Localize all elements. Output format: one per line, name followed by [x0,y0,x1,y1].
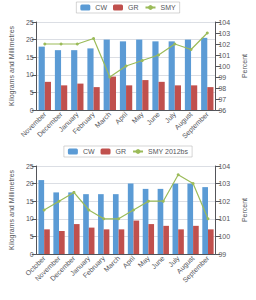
svg-text:May: May [137,254,152,269]
svg-text:98: 98 [218,85,226,92]
svg-text:103: 103 [218,180,230,187]
svg-text:101: 101 [218,52,230,59]
svg-text:25: 25 [26,19,34,26]
svg-text:July: July [166,254,181,269]
svg-text:100: 100 [218,63,230,70]
svg-text:104: 104 [218,19,230,26]
svg-text:GR: GR [128,4,139,11]
svg-text:May: May [130,110,145,125]
svg-text:97: 97 [218,96,226,103]
svg-text:102: 102 [218,41,230,48]
svg-text:February: February [71,110,97,136]
svg-text:February: February [81,254,107,280]
svg-text:100: 100 [218,233,230,240]
svg-text:0: 0 [30,107,34,114]
svg-text:CW: CW [95,4,107,11]
svg-text:Percent: Percent [241,54,248,78]
svg-text:March: March [94,110,113,129]
svg-text:GR: GR [116,148,127,155]
svg-text:10: 10 [26,215,34,222]
svg-text:20: 20 [26,180,34,187]
svg-text:15: 15 [26,198,34,205]
svg-text:August: August [173,110,194,131]
svg-text:102: 102 [218,198,230,205]
svg-text:Kilograms and Millimetres: Kilograms and Millimetres [8,169,16,250]
svg-text:SMY: SMY [160,4,176,11]
svg-text:20: 20 [26,36,34,43]
svg-text:April: April [121,254,137,270]
svg-text:December: December [36,110,64,138]
svg-text:5: 5 [30,233,34,240]
svg-text:December: December [48,254,77,283]
svg-text:September: September [181,254,211,284]
svg-text:99: 99 [218,74,226,81]
svg-text:15: 15 [26,54,34,61]
svg-text:96: 96 [218,107,226,114]
svg-text:November: November [19,110,48,139]
svg-text:103: 103 [218,30,230,37]
svg-text:Kilograms and Millimetres: Kilograms and Millimetres [8,25,16,106]
svg-text:March: March [102,254,121,273]
svg-text:CW: CW [83,148,95,155]
svg-text:99: 99 [218,251,226,258]
svg-text:101: 101 [218,215,230,222]
svg-text:October: October [24,254,47,278]
svg-text:June: June [145,110,161,126]
svg-text:0: 0 [30,251,34,258]
svg-text:25: 25 [26,163,34,170]
svg-text:June: June [150,254,166,270]
svg-text:January: January [68,254,92,278]
svg-text:April: April [114,110,130,126]
svg-text:104: 104 [218,163,230,170]
svg-text:5: 5 [30,89,34,96]
svg-text:10: 10 [26,71,34,78]
svg-text:November: November [33,254,62,283]
svg-text:SMY 2012bs: SMY 2012bs [148,148,188,155]
svg-text:Percent: Percent [241,198,248,222]
svg-text:January: January [57,110,80,134]
svg-text:July: July [163,110,178,125]
svg-text:September: September [181,110,211,140]
svg-text:August: August [175,254,196,275]
